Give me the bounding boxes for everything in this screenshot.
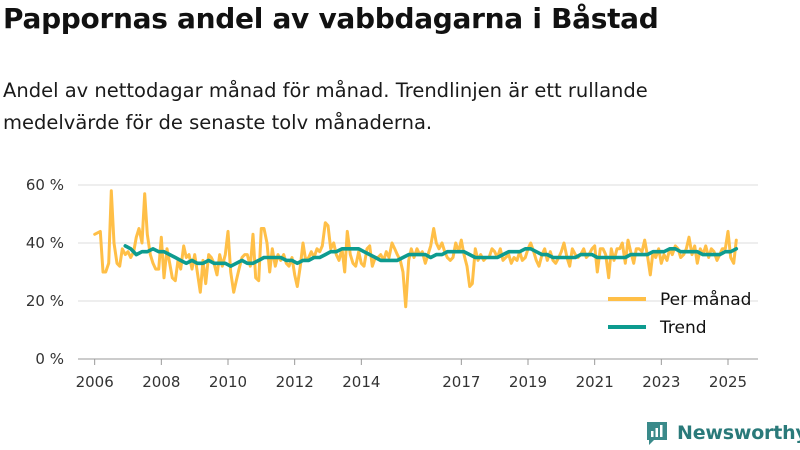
x-tick-label: 2012 [276,373,314,391]
x-axis-ticks: 2006 2008 2010 2012 2014 2017 2019 2021 2023 2025 [76,359,747,391]
legend-label-trend: Trend [659,318,707,338]
y-axis-ticks: 0 % 20 % 40 % 60 % [26,176,64,368]
series-line-per-manad [93,189,738,309]
x-tick-label: 2006 [76,373,114,391]
y-tick-label: 40 % [26,234,64,252]
x-tick-label: 2008 [142,373,180,391]
chart-title: Pappornas andel av vabbdagarna i Båstad [3,2,659,35]
legend-label-per-manad: Per månad [660,289,751,310]
y-tick-label: 0 % [35,350,64,368]
chart-subtitle: Andel av nettodagar månad för månad. Tre… [3,79,648,134]
x-tick-label: 2014 [342,373,380,391]
series-line-trend [123,244,739,268]
brand-name: Newsworthy [677,422,800,444]
series-lines [93,189,739,309]
x-tick-label: 2010 [209,373,247,391]
x-tick-label: 2021 [576,373,614,391]
x-tick-label: 2017 [442,373,480,391]
newsworthy-brand: Newsworthy [645,420,800,446]
legend: Per månad Trend [608,289,751,338]
x-tick-label: 2025 [709,373,747,391]
y-tick-label: 20 % [26,292,64,310]
x-tick-label: 2023 [642,373,680,391]
grid-lines [78,184,758,360]
y-tick-label: 60 % [26,176,64,194]
x-tick-label: 2019 [509,373,547,391]
newsworthy-logo-icon [647,422,667,445]
